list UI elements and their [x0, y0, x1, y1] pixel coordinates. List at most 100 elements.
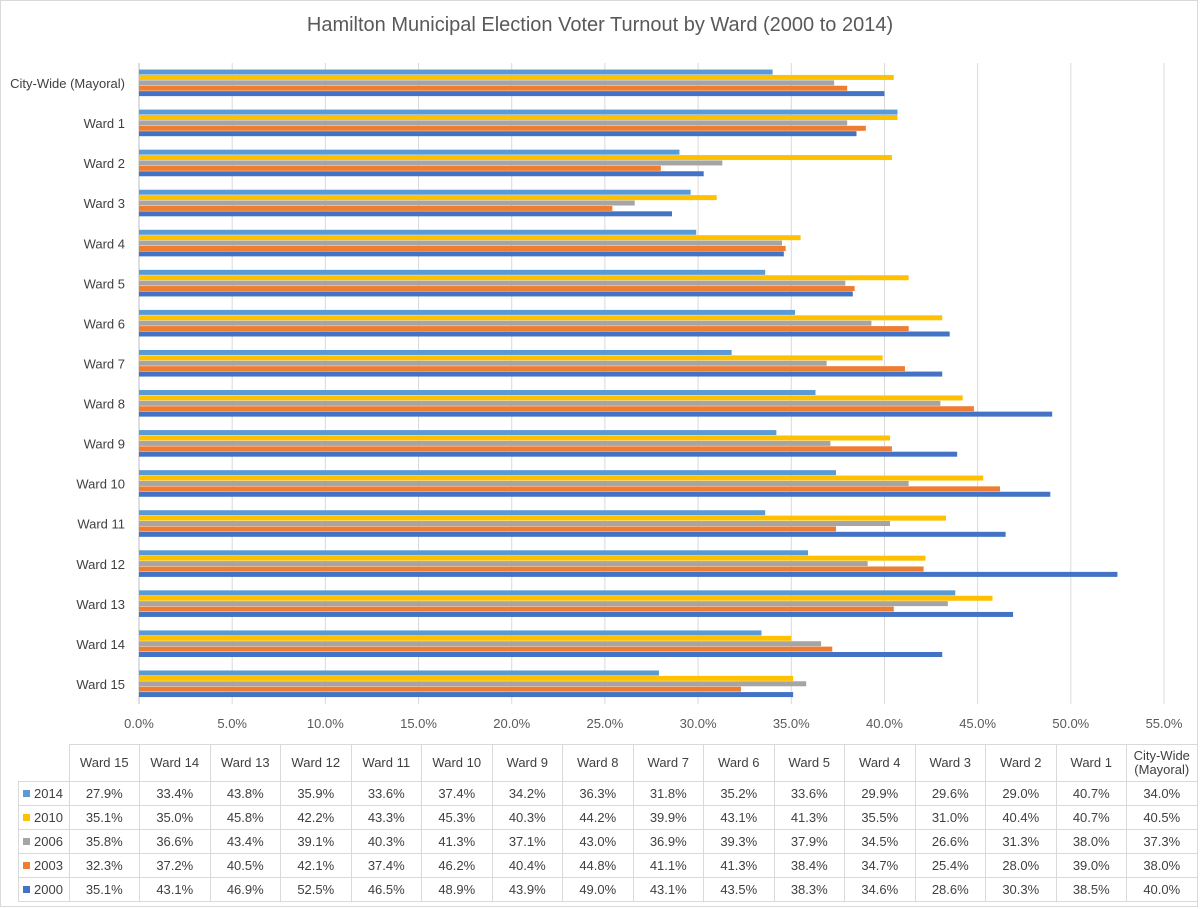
bar: [139, 480, 909, 486]
bar: [139, 195, 717, 201]
bar: [139, 309, 795, 315]
legend-label: 2000: [34, 882, 63, 897]
table-cell: 41.1%: [632, 853, 704, 878]
table-column-header: Ward 13: [209, 744, 281, 782]
table-cell: 26.6%: [914, 829, 986, 854]
table-cell: 29.9%: [844, 781, 916, 806]
table-cell: 38.0%: [1126, 853, 1198, 878]
table-cell: 38.0%: [1055, 829, 1127, 854]
table-cell: 33.6%: [350, 781, 422, 806]
table-cell: 39.1%: [280, 829, 352, 854]
category-label: Ward 8: [84, 397, 125, 412]
table-cell: 41.3%: [421, 829, 493, 854]
bar: [139, 606, 894, 612]
bar: [139, 269, 766, 275]
table-cell: 29.6%: [914, 781, 986, 806]
table-cell: 44.2%: [562, 805, 634, 830]
bar: [139, 326, 909, 332]
x-tick-label: 50.0%: [1052, 716, 1089, 731]
x-tick-label: 30.0%: [680, 716, 717, 731]
table-cell: 38.3%: [773, 877, 845, 902]
table-cell: 35.1%: [68, 877, 140, 902]
bar: [139, 240, 782, 246]
table-row: 2014 27.9% 33.4% 43.8% 35.9% 33.6% 37.4% 34.2% 3…: [18, 781, 1198, 806]
table-cell: 35.9%: [280, 781, 352, 806]
category-label: Ward 13: [76, 597, 125, 612]
table-cell: 35.1%: [68, 805, 140, 830]
legend-label: 2006: [34, 834, 63, 849]
bar: [139, 692, 794, 698]
bar: [139, 601, 948, 607]
bar: [139, 131, 857, 137]
bar: [139, 120, 848, 126]
table-column-header: Ward 2: [985, 744, 1057, 782]
table-cell: 40.7%: [1055, 805, 1127, 830]
bar: [139, 315, 943, 321]
bar: [139, 189, 691, 195]
category-label: Ward 14: [76, 637, 125, 652]
bar: [139, 275, 909, 281]
bar: [139, 595, 993, 601]
table-column-header: Ward 6: [703, 744, 775, 782]
x-tick-label: 40.0%: [866, 716, 903, 731]
bar: [139, 360, 827, 366]
bar: [139, 245, 786, 251]
category-label: Ward 11: [77, 517, 125, 532]
category-label: Ward 6: [84, 316, 125, 331]
x-tick-label: 10.0%: [307, 716, 344, 731]
table-column-header: Ward 1: [1055, 744, 1127, 782]
bar: [139, 390, 816, 396]
table-cell: 31.8%: [632, 781, 704, 806]
table-cell: 38.4%: [773, 853, 845, 878]
bar: [139, 670, 659, 676]
table-cell: 28.6%: [914, 877, 986, 902]
category-label: Ward 7: [84, 356, 125, 371]
bar: [139, 320, 872, 326]
table-cell: 42.1%: [280, 853, 352, 878]
x-tick-label: 20.0%: [493, 716, 530, 731]
table-row: 2010 35.1% 35.0% 45.8% 42.2% 43.3% 45.3% 40.3% 4…: [18, 805, 1198, 830]
table-cell: 48.9%: [421, 877, 493, 902]
legend-label: 2010: [34, 810, 63, 825]
bar: [139, 646, 833, 652]
bar: [139, 630, 762, 636]
category-label: City-Wide (Mayoral): [10, 76, 125, 91]
legend-label: 2014: [34, 786, 63, 801]
bar: [139, 411, 1053, 417]
table-cell: 40.5%: [209, 853, 281, 878]
category-label: Ward 1: [84, 116, 125, 131]
bar: [139, 486, 1000, 492]
table-cell: 39.3%: [703, 829, 775, 854]
table-cell: 43.1%: [632, 877, 704, 902]
table-cell: 27.9%: [68, 781, 140, 806]
bar: [139, 400, 941, 406]
table-cell: 43.9%: [491, 877, 563, 902]
bar: [139, 521, 891, 527]
table-column-header: Ward 10: [421, 744, 493, 782]
bar: [139, 355, 883, 361]
table-column-header: Ward 5: [773, 744, 845, 782]
category-label: Ward 3: [84, 196, 125, 211]
table-column-header: Ward 7: [632, 744, 704, 782]
table-cell: 38.5%: [1055, 877, 1127, 902]
table-cell: 52.5%: [280, 877, 352, 902]
table-cell: 40.4%: [491, 853, 563, 878]
table-cell: 36.9%: [632, 829, 704, 854]
table-cell: 37.2%: [139, 853, 211, 878]
table-cell: 36.3%: [562, 781, 634, 806]
table-cell: 43.5%: [703, 877, 775, 902]
table-cell: 49.0%: [562, 877, 634, 902]
bar: [139, 114, 898, 120]
bar: [139, 91, 885, 97]
bar: [139, 611, 1014, 617]
table-cell: 35.5%: [844, 805, 916, 830]
bar: [139, 451, 958, 457]
table-cell: 42.2%: [280, 805, 352, 830]
bar: [139, 531, 1006, 537]
bar: [139, 200, 635, 206]
bar: [139, 280, 846, 286]
bar: [139, 149, 680, 155]
table-cell: 31.0%: [914, 805, 986, 830]
table-cell: 37.1%: [491, 829, 563, 854]
x-tick-label: 0.0%: [124, 716, 154, 731]
